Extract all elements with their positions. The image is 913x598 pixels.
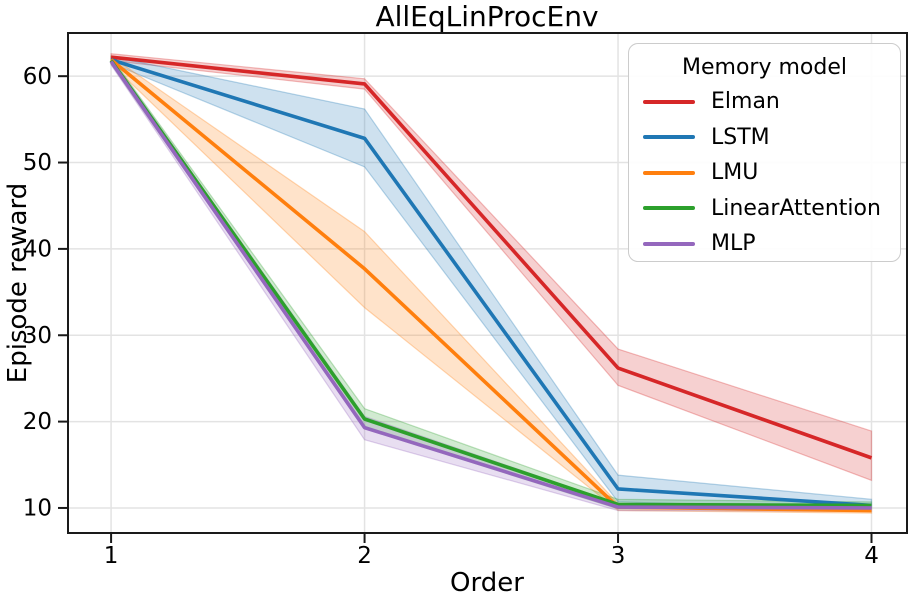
plot-border	[67, 32, 908, 534]
x-tick-label-3: 3	[611, 543, 626, 569]
tick-layer: 1 2 3 4 10 20 30 40 50 60	[23, 64, 879, 569]
legend-item-MLP: MLP	[629, 226, 900, 262]
legend-swatch-LMU	[643, 170, 695, 175]
legend-item-LMU: LMU	[629, 155, 900, 191]
legend-label-LMU: LMU	[711, 160, 759, 186]
legend-item-Elman: Elman	[629, 84, 900, 120]
legend-label-MLP: MLP	[711, 231, 756, 257]
y-tick-label-50: 50	[23, 150, 52, 176]
legend-swatch-LinearAttention	[643, 206, 695, 211]
legend-title: Memory model	[682, 55, 847, 80]
series-line-LSTM	[110, 58, 872, 508]
series-line-LinearAttention	[109, 59, 872, 508]
confidence-band-layer	[110, 53, 873, 514]
legend-label-LinearAttention: LinearAttention	[711, 195, 881, 221]
series-band-Elman	[110, 53, 873, 482]
y-tick-label-20: 20	[23, 409, 52, 435]
series-line-Elman	[110, 55, 873, 460]
x-axis-label: Order	[450, 568, 524, 598]
legend-label-LSTM: LSTM	[711, 124, 770, 150]
series-band-MLP	[110, 56, 873, 513]
legend-rows: Elman LSTM LMU LinearAttention MLP	[629, 84, 900, 262]
legend-item-LSTM: LSTM	[629, 120, 900, 156]
series-line-MLP	[109, 60, 872, 510]
y-tick-label-30: 30	[23, 323, 52, 349]
series-band-LMU	[110, 55, 873, 514]
legend-label-Elman: Elman	[711, 89, 780, 115]
y-tick-label-40: 40	[23, 236, 52, 262]
x-tick-label-2: 2	[357, 543, 372, 569]
legend: Memory model Elman LSTM LMU LinearAttention…	[628, 43, 901, 262]
series-line-layer	[109, 55, 873, 513]
legend-swatch-MLP	[643, 241, 695, 246]
legend-swatch-Elman	[643, 99, 695, 104]
y-tick-label-10: 10	[23, 496, 52, 522]
chart-title: AllEqLinProcEnv	[375, 0, 598, 33]
x-tick-label-4: 4	[864, 543, 879, 569]
legend-swatch-LSTM	[643, 135, 695, 140]
legend-item-LinearAttention: LinearAttention	[629, 191, 900, 227]
y-axis-label: Episode reward	[3, 183, 33, 383]
y-tick-label-60: 60	[23, 64, 52, 90]
x-tick-label-1: 1	[104, 543, 119, 569]
